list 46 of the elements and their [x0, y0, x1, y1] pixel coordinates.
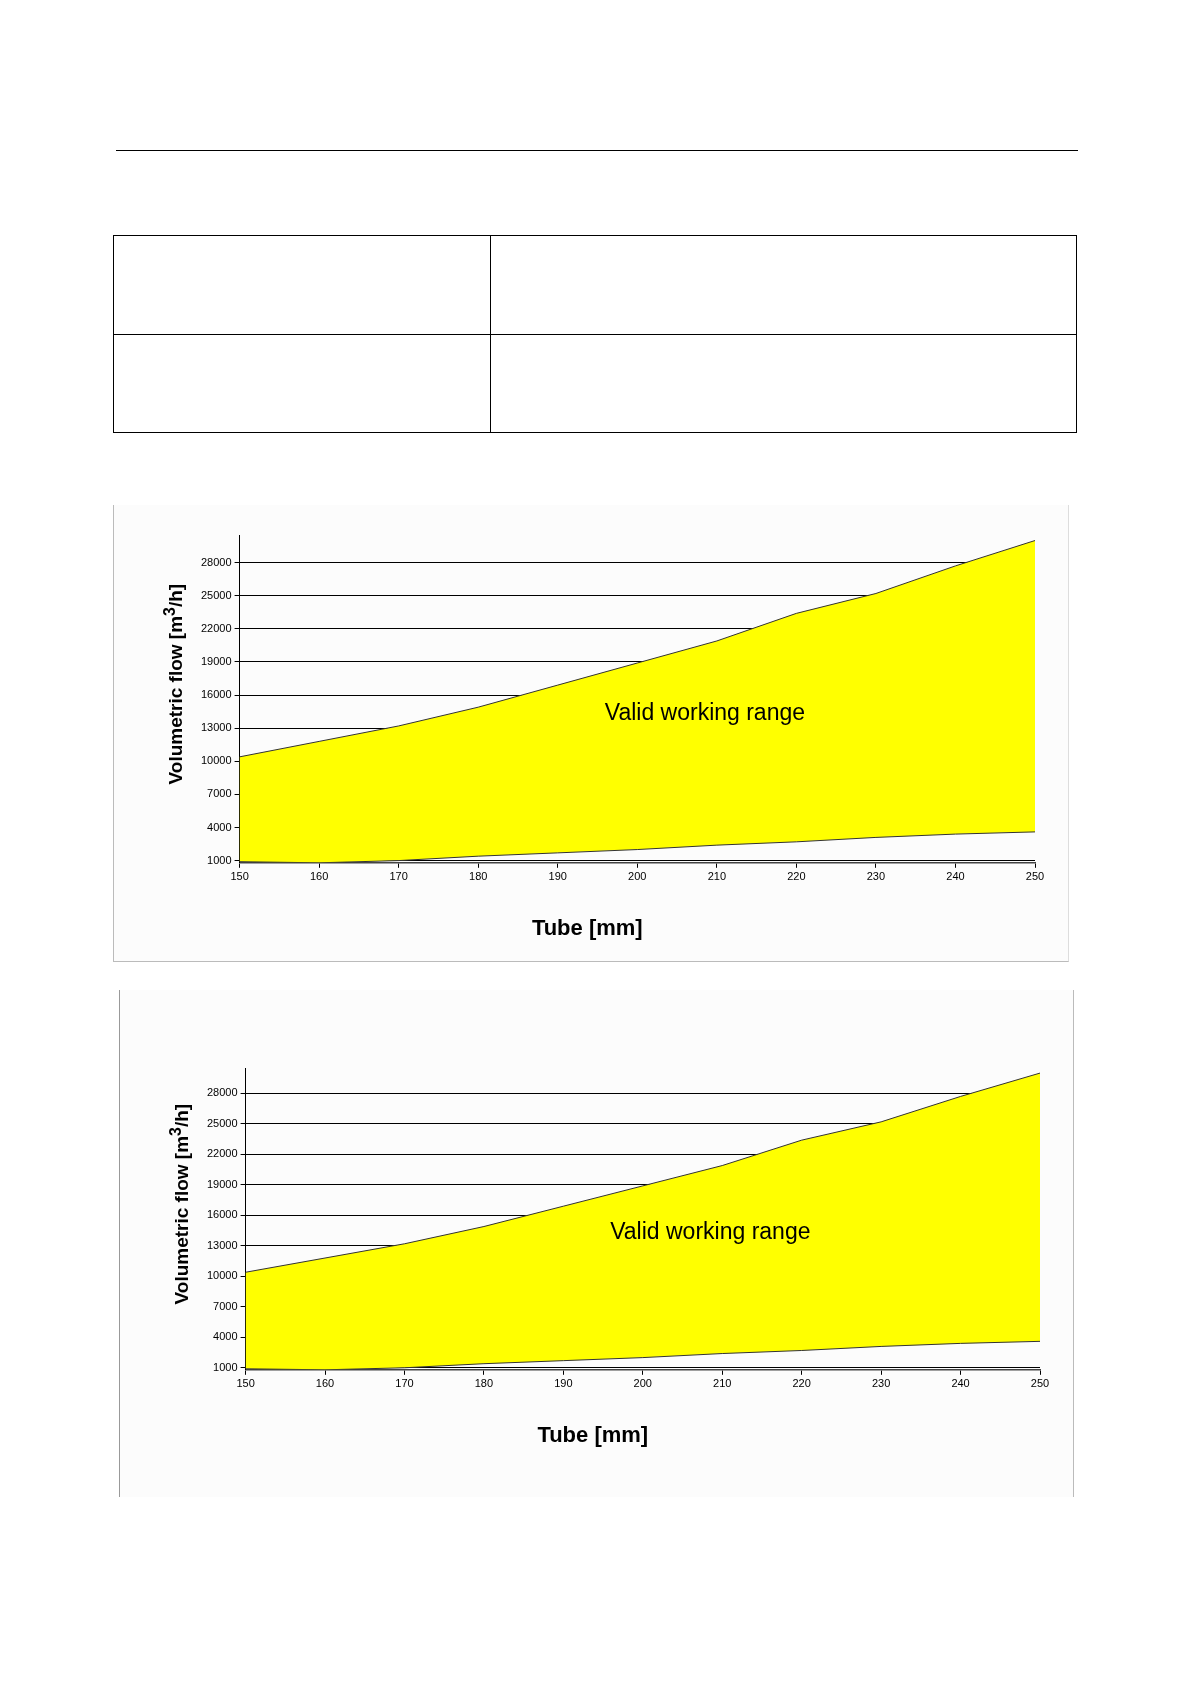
y-tick-label: 28000: [200, 555, 232, 568]
x-tick-label: 150: [236, 1377, 255, 1390]
x-tick-label: 160: [309, 870, 329, 883]
annotation: Valid working range: [610, 1217, 811, 1245]
y-tick-label: 10000: [200, 754, 232, 767]
x-axis-title: Tube [mm]: [531, 914, 643, 941]
y-tick-label: 22000: [200, 621, 232, 634]
x-tick-label: 230: [866, 870, 886, 883]
x-tick-label: 240: [946, 870, 965, 883]
x-tick-label: 180: [474, 1377, 494, 1390]
x-tick-label: 190: [548, 870, 567, 883]
y-tick-label: 25000: [206, 1116, 238, 1129]
annotation: Valid working range: [604, 698, 806, 726]
x-tick-label: 210: [713, 1377, 732, 1390]
y-tick-label: 28000: [206, 1086, 238, 1099]
y-tick-label: 19000: [206, 1177, 238, 1190]
y-tick-label: 13000: [206, 1238, 238, 1251]
x-tick-label: 150: [230, 870, 249, 883]
y-tick-label: 7000: [213, 1299, 238, 1312]
x-tick-label: 180: [469, 870, 488, 883]
x-tick-label: 190: [554, 1377, 573, 1390]
y-tick-label: 4000: [207, 820, 232, 833]
x-tick-label: 250: [1030, 1377, 1050, 1390]
x-tick-label: 200: [628, 870, 647, 883]
x-tick-label: 210: [707, 870, 727, 883]
x-tick-label: 160: [315, 1377, 335, 1390]
y-tick-label: 16000: [200, 688, 232, 701]
y-tick-label: 19000: [200, 654, 232, 667]
y-tick-label: 10000: [206, 1269, 238, 1282]
x-tick-label: 250: [1025, 870, 1045, 883]
x-tick-label: 240: [951, 1377, 970, 1390]
x-tick-label: 220: [787, 870, 806, 883]
y-tick-label: 1000: [207, 853, 232, 866]
y-tick-label: 13000: [200, 721, 232, 734]
y-tick-label: 4000: [213, 1330, 238, 1343]
y-tick-label: 16000: [206, 1208, 238, 1221]
x-axis-title: Tube [mm]: [537, 1421, 649, 1448]
x-tick-label: 220: [792, 1377, 811, 1390]
y-tick-label: 22000: [206, 1147, 238, 1160]
y-tick-label: 1000: [213, 1360, 238, 1373]
x-tick-label: 170: [395, 1377, 414, 1390]
y-tick-label: 7000: [207, 787, 232, 800]
x-tick-label: 200: [633, 1377, 652, 1390]
x-tick-label: 230: [871, 1377, 891, 1390]
x-tick-label: 170: [389, 870, 408, 883]
y-tick-label: 25000: [200, 588, 232, 601]
